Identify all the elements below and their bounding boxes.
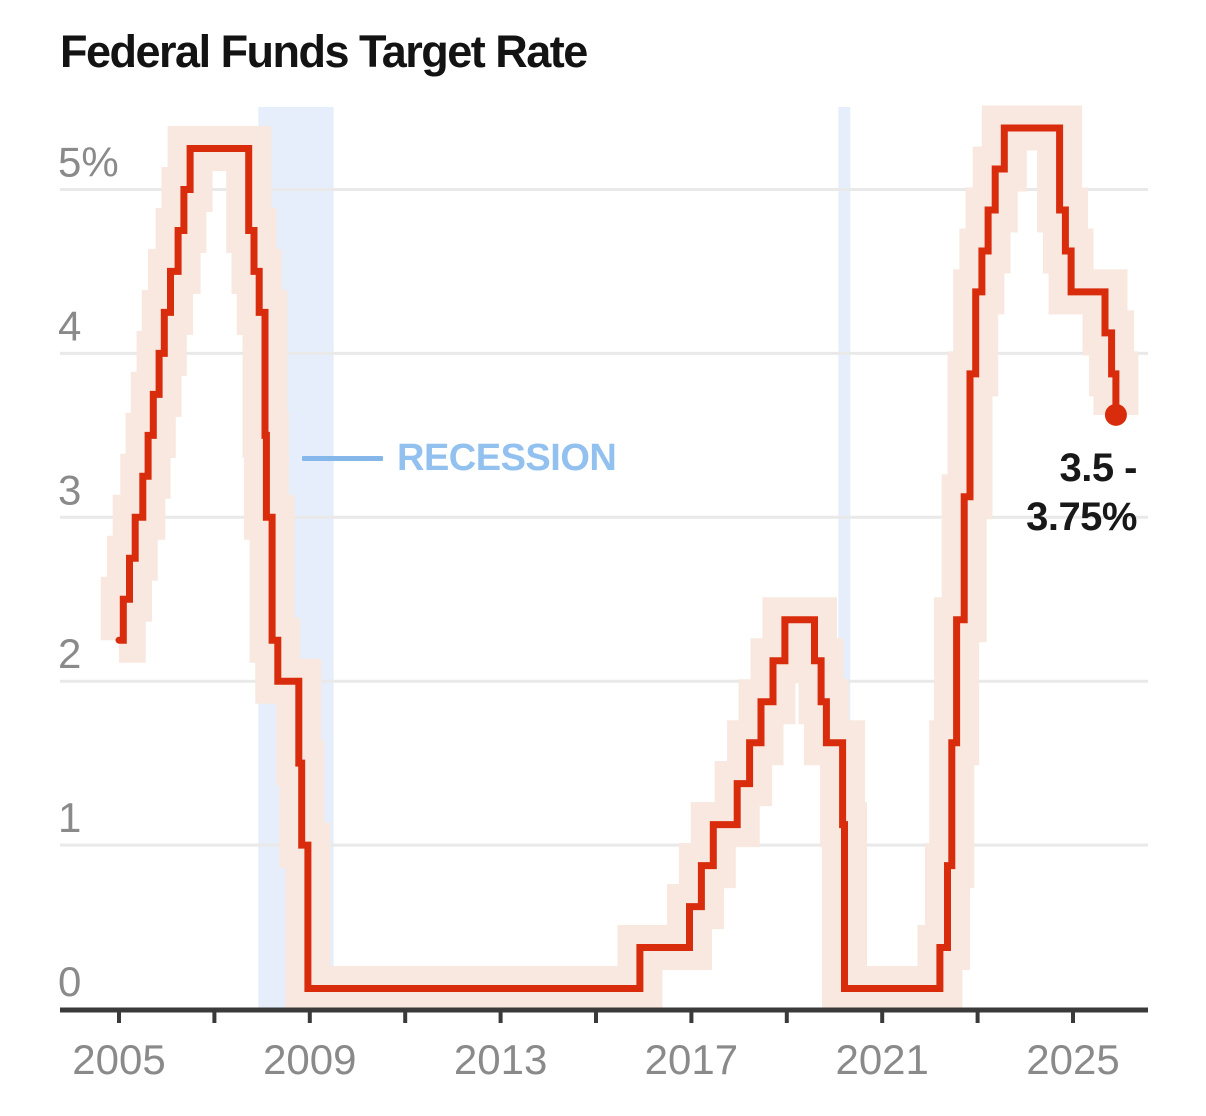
y-axis-label: 0 <box>58 958 81 1005</box>
y-axis-label: 3 <box>58 466 81 513</box>
recession-band <box>838 107 851 1010</box>
y-axis-label: 4 <box>58 302 81 349</box>
current-rate-annotation: 3.5 - 3.75% <box>1026 444 1137 542</box>
current-rate-annotation-line-2: 3.75% <box>1026 495 1137 539</box>
x-axis-label: 2009 <box>263 1036 356 1083</box>
x-axis-label: 2025 <box>1026 1036 1119 1083</box>
recession-legend-swatch-line <box>302 455 383 461</box>
x-axis-label: 2013 <box>454 1036 547 1083</box>
current-rate-annotation-line-1: 3.5 - <box>1059 446 1137 490</box>
y-axis-label: 5% <box>58 139 119 186</box>
chart-title: Federal Funds Target Rate <box>60 26 588 77</box>
y-axis-label: 2 <box>58 630 81 677</box>
recession-legend: RECESSION <box>302 435 617 481</box>
x-axis-label: 2005 <box>72 1036 165 1083</box>
x-axis-label: 2021 <box>835 1036 928 1083</box>
recession-legend-label: RECESSION <box>397 436 617 479</box>
rate-line <box>115 124 1120 992</box>
x-axis-label: 2017 <box>645 1036 738 1083</box>
latest-value-dot <box>1104 403 1127 426</box>
y-axis-label: 1 <box>58 794 81 841</box>
